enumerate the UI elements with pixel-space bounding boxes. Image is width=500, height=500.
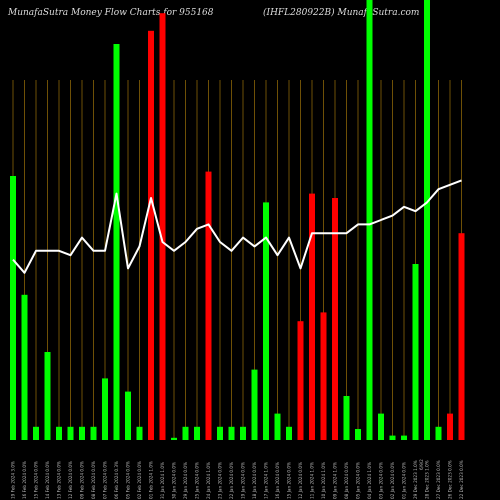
bar-up bbox=[401, 435, 407, 440]
bar-up bbox=[90, 426, 97, 440]
x-tick-label: 01 Feb 2024 1.0% bbox=[149, 461, 154, 499]
x-tick-label: 22 Jan 2024 0.0% bbox=[229, 462, 234, 499]
bar-up bbox=[355, 429, 361, 440]
x-tick-label: 05 Feb 2024 0.0% bbox=[126, 461, 131, 499]
x-tick-label: 15 Jan 2024 0.0% bbox=[287, 462, 292, 499]
bar-down bbox=[447, 413, 453, 440]
x-tick-label: 12 Feb 2024 0.0% bbox=[68, 461, 73, 499]
bar-up bbox=[56, 426, 62, 440]
bar-up bbox=[424, 0, 430, 440]
x-tick-label: 31 Jan 2024 1.0% bbox=[160, 462, 165, 499]
x-tick-label: 28 Dec 2023 1.0% bbox=[425, 460, 430, 499]
x-tick-label: 07 Feb 2024 0.0% bbox=[103, 461, 108, 499]
x-tick-label: 14 Feb 2024 0.0% bbox=[45, 461, 50, 499]
x-tick-label: 18 Jan 2024 0.0% bbox=[252, 462, 257, 499]
bar-up bbox=[21, 294, 28, 440]
bar-up bbox=[125, 391, 131, 440]
x-tick-label: 27 Dec 2023 0.0% bbox=[436, 460, 441, 499]
bar-up bbox=[79, 426, 85, 440]
bar-up bbox=[67, 426, 74, 440]
chart-title-right: (IHFL280922B) MunafaSutra.com bbox=[263, 8, 420, 18]
x-tick-label: 08 Jan 2024 0.0% bbox=[344, 462, 349, 499]
x-tick-label: 10 Jan 2024 1.0% bbox=[321, 462, 326, 499]
bar-up bbox=[113, 44, 120, 440]
x-tick-label: 29 Jan 2024 0.0% bbox=[183, 462, 188, 499]
x-tick-label: 11 Jan 2024 1.0% bbox=[310, 462, 315, 499]
x-tick-label: 24 Jan 2024 1.0% bbox=[206, 462, 211, 499]
bar-up bbox=[378, 413, 384, 440]
bar-up bbox=[274, 413, 281, 440]
x-tick-label: 16 Feb 2024 0.0% bbox=[22, 461, 27, 499]
x-tick-label: 25 Jan 2024 0.0% bbox=[195, 462, 200, 499]
x-tick-label: 23 Jan 2024 0.0% bbox=[218, 462, 223, 499]
x-tick-label: 30 Jan 2024 0.0% bbox=[172, 462, 177, 499]
x-tick-label: 12 Jan 2024 0.0% bbox=[298, 462, 303, 499]
bar-up bbox=[171, 437, 177, 440]
bar-up bbox=[182, 426, 189, 440]
bar-down bbox=[458, 233, 465, 440]
bar-up bbox=[366, 0, 373, 440]
bar-down bbox=[148, 30, 154, 441]
bars bbox=[10, 0, 465, 441]
x-tick-label: 29 Dec 2023 1.0% bbox=[413, 460, 418, 499]
bar-down bbox=[332, 198, 338, 440]
x-tick-label: 09 Jan 2024 1.0% bbox=[333, 462, 338, 499]
x-tick-label: 19 Feb 2024 3.0% bbox=[11, 461, 16, 499]
bar-up bbox=[251, 369, 258, 440]
bar-down bbox=[320, 312, 327, 440]
bar-down bbox=[205, 171, 212, 440]
bar-up bbox=[102, 378, 108, 440]
x-tick-label: 19 Jan 2024 0.0% bbox=[241, 462, 246, 499]
bar-up bbox=[217, 426, 223, 440]
bar-up bbox=[389, 435, 396, 440]
bar-up bbox=[412, 264, 419, 440]
bar-down bbox=[159, 13, 166, 440]
bar-up bbox=[435, 426, 442, 440]
x-tick-label: 04 Jan 2024 1.0% bbox=[367, 462, 372, 499]
x-tick-label: 22 Dec 2023 0.0% bbox=[459, 460, 464, 499]
chart-title-left: MunafaSutra Money Flow Charts for 955168 bbox=[8, 8, 214, 18]
bar-up bbox=[228, 426, 235, 440]
grid-lines bbox=[12, 80, 462, 440]
x-tick-label: 02 Jan 2024 0.0% bbox=[390, 462, 395, 499]
x-tick-label: 08 Feb 2024 0.0% bbox=[91, 461, 96, 499]
bar-up bbox=[136, 426, 143, 440]
bar-up bbox=[33, 426, 39, 440]
bar-down bbox=[297, 321, 304, 440]
bar-up bbox=[240, 426, 246, 440]
x-axis-labels: 19 Feb 2024 3.0% 16 Feb 2024 0.0% 15 Feb 2… bbox=[11, 459, 465, 499]
bar-up bbox=[286, 426, 292, 440]
bar-up bbox=[263, 202, 269, 440]
x-tick-label: 17 Jan 2024 1.0% bbox=[264, 462, 269, 499]
x-tick-label: 13 Feb 2024 0.0% bbox=[57, 461, 62, 499]
x-tick-label: 09 Feb 2024 0.0% bbox=[80, 461, 85, 499]
x-tick-label: 06 Feb 2024 0.3% bbox=[114, 461, 119, 499]
x-tick-label: 01 Jan 2024 0.0% bbox=[402, 462, 407, 499]
x-tick-label: 03 Jan 2024 0.0% bbox=[379, 462, 384, 499]
bar-down bbox=[309, 193, 315, 440]
bar-up bbox=[44, 352, 51, 440]
x-tick-label: 26 Dec 2023 0.0% bbox=[448, 460, 453, 499]
money-flow-line bbox=[12, 179, 462, 274]
bar-up bbox=[194, 426, 200, 440]
x-tick-label: 15 Feb 2024 0.0% bbox=[34, 461, 39, 499]
x-tick-label: 02 Feb 2024 0.0% bbox=[137, 461, 142, 499]
x-tick-label: 16 Jan 2024 0.0% bbox=[275, 462, 280, 499]
x-tick-label: 05 Jan 2024 0.0% bbox=[356, 462, 361, 499]
bar-up bbox=[10, 176, 16, 440]
bar-up bbox=[343, 396, 350, 440]
flow-line bbox=[12, 179, 462, 274]
extra-label: 6/9/2 bbox=[419, 459, 424, 470]
